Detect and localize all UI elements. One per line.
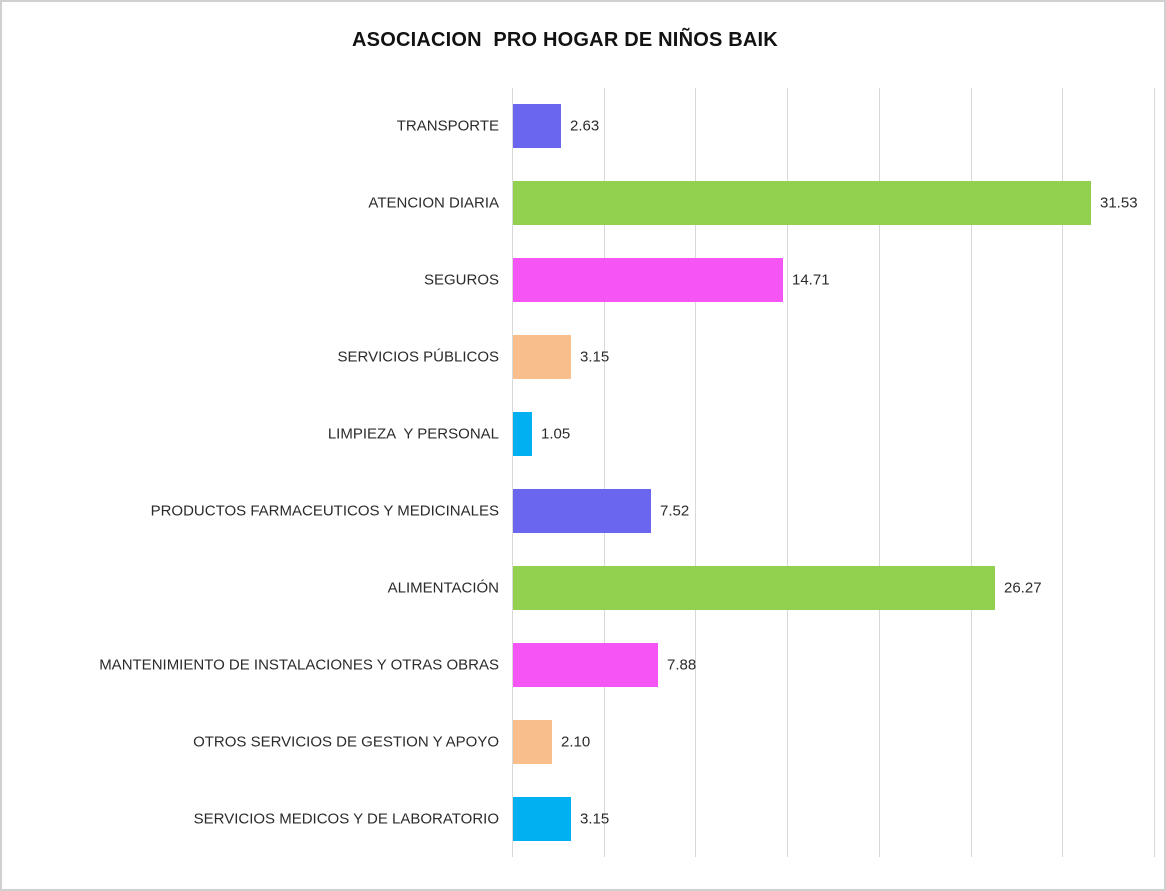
gridline xyxy=(1154,88,1155,857)
gridline xyxy=(695,88,697,857)
value-label: 7.52 xyxy=(660,502,690,520)
value-label: 3.15 xyxy=(580,348,610,366)
category-label: PRODUCTOS FARMACEUTICOS Y MEDICINALES xyxy=(150,502,499,520)
gridline xyxy=(970,88,972,857)
gridline xyxy=(787,88,789,857)
bar xyxy=(513,335,571,380)
gridline xyxy=(1062,88,1064,857)
category-label: ALIMENTACIÓN xyxy=(387,579,499,597)
category-label: OTROS SERVICIOS DE GESTION Y APOYO xyxy=(193,733,499,751)
gridline xyxy=(603,88,605,857)
bar xyxy=(513,412,532,457)
chart-title: ASOCIACION PRO HOGAR DE NIÑOS BAIK xyxy=(352,29,778,51)
category-label: SERVICIOS MEDICOS Y DE LABORATORIO xyxy=(193,810,499,828)
bar xyxy=(513,104,561,149)
category-label: TRANSPORTE xyxy=(396,117,499,135)
gridline xyxy=(878,88,880,857)
value-label: 31.53 xyxy=(1100,194,1138,212)
bar xyxy=(513,719,552,764)
bar xyxy=(513,258,783,303)
value-label: 26.27 xyxy=(1004,579,1042,597)
value-label: 14.71 xyxy=(792,271,830,289)
category-label: SERVICIOS PÚBLICOS xyxy=(337,348,499,366)
bar xyxy=(513,181,1091,226)
category-label: ATENCION DIARIA xyxy=(368,194,499,212)
plot-area: TRANSPORTE 2.63 ATENCION DIARIA 31.53 SEGURO… xyxy=(99,88,1155,857)
value-label: 7.88 xyxy=(667,656,697,674)
gridline xyxy=(512,88,513,857)
bar xyxy=(513,796,571,841)
bar xyxy=(513,642,658,687)
value-label: 2.10 xyxy=(561,733,591,751)
value-label: 2.63 xyxy=(570,117,600,135)
category-label: LIMPIEZA Y PERSONAL xyxy=(327,425,499,443)
bar xyxy=(513,565,995,610)
value-label: 1.05 xyxy=(541,425,571,443)
value-label: 3.15 xyxy=(580,810,610,828)
category-label: SEGUROS xyxy=(423,271,499,289)
category-label: MANTENIMIENTO DE INSTALACIONES Y OTRAS O… xyxy=(99,656,499,674)
bar xyxy=(513,488,651,533)
